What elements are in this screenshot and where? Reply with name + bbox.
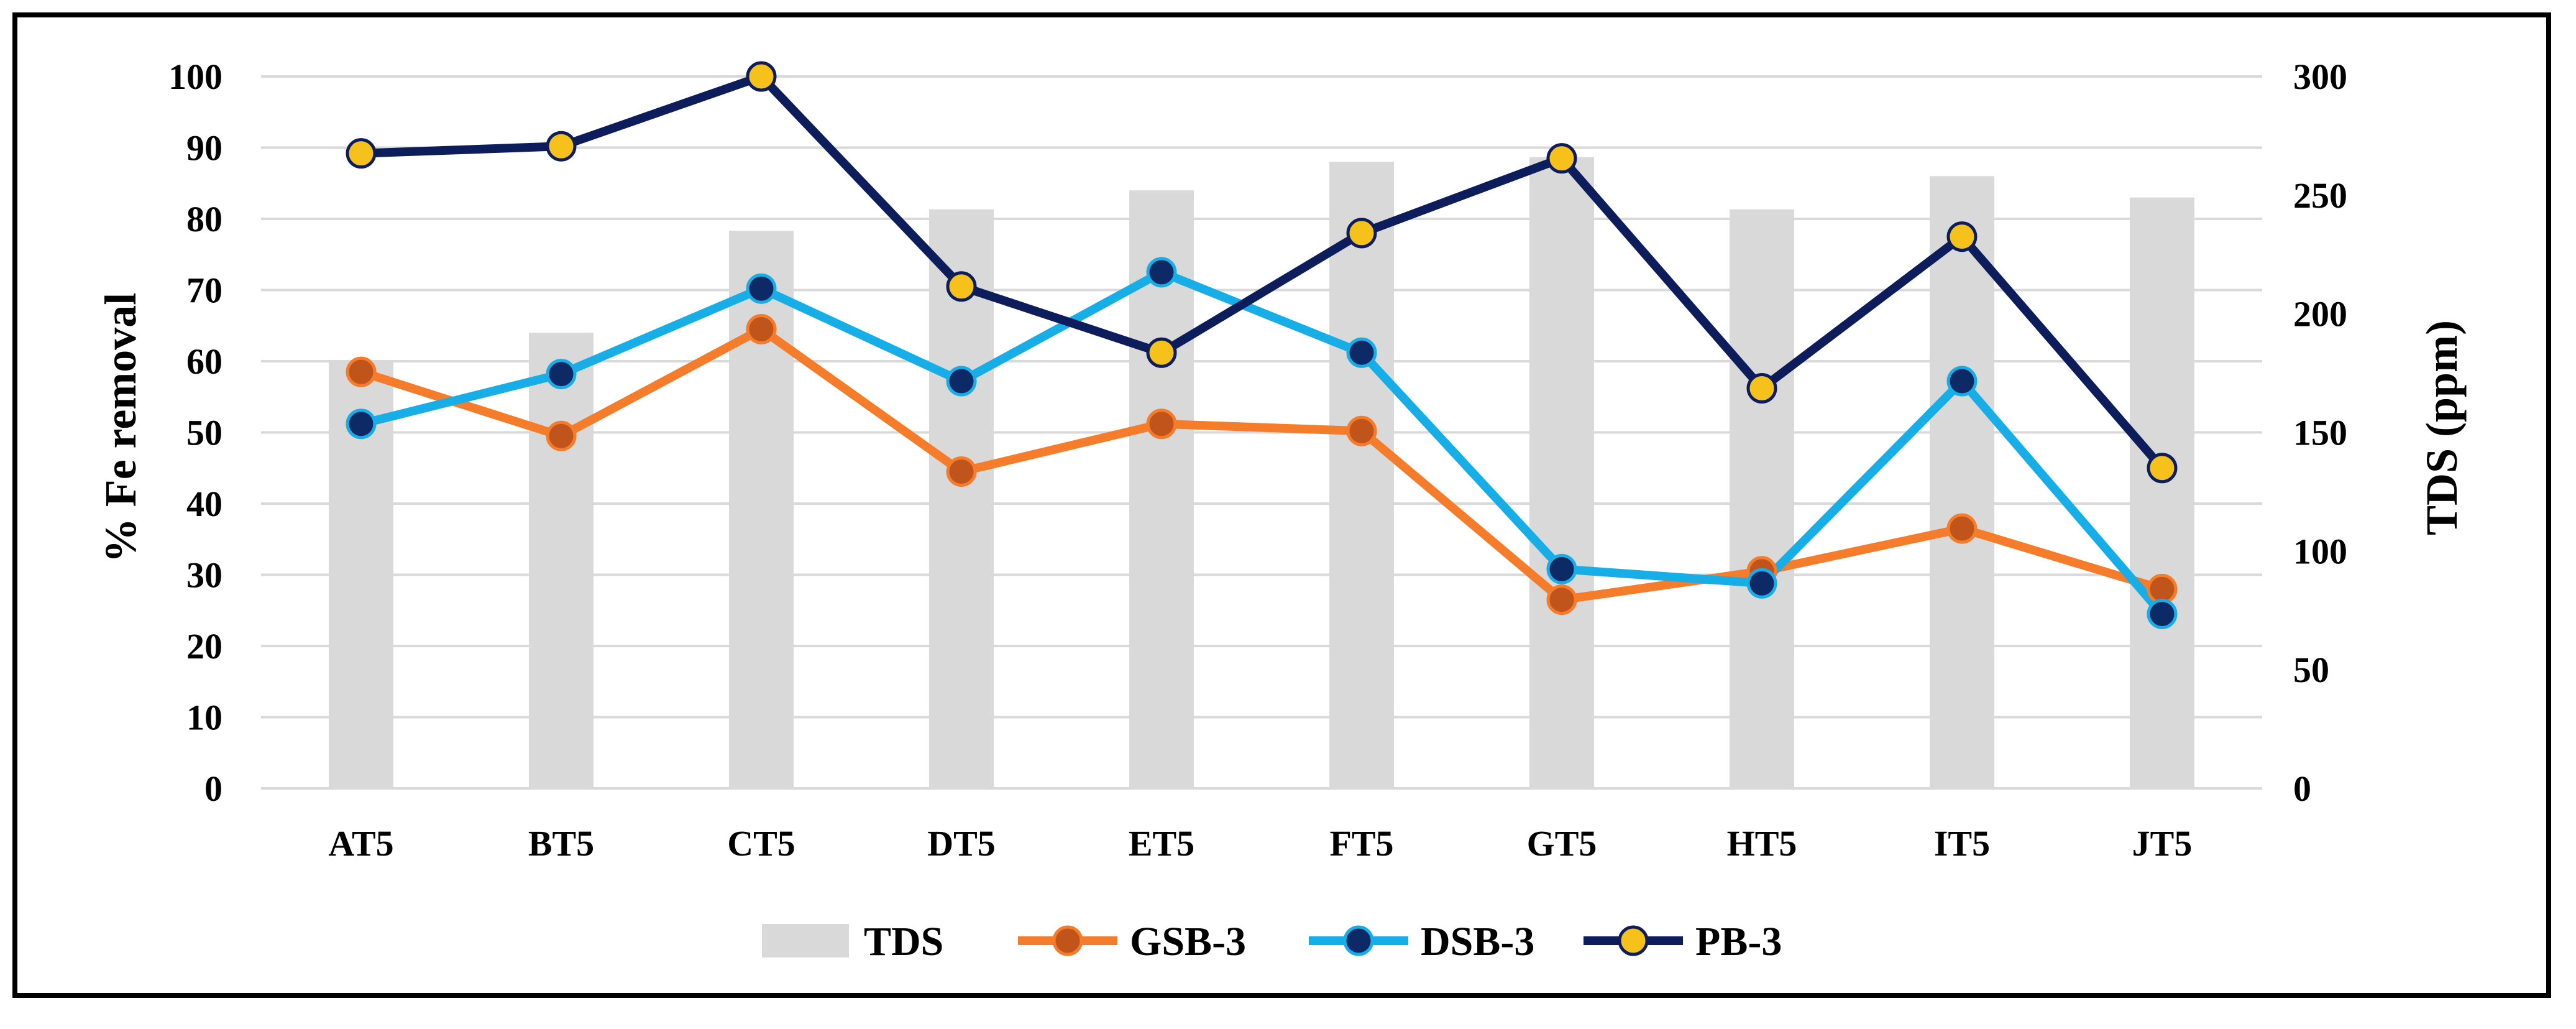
- data-point-gsb3: [1346, 415, 1377, 446]
- y-right-tick-label: 50: [2293, 650, 2329, 690]
- data-point-dsb3: [1746, 568, 1777, 599]
- y-left-tick-label: 70: [186, 270, 222, 311]
- legend-label-gsb3: GSB-3: [1130, 919, 1246, 964]
- y-left-tick-label: 30: [186, 555, 222, 596]
- legend-marker-gsb3: [1052, 925, 1083, 956]
- data-point-pb3: [1346, 218, 1377, 249]
- y-right-tick-label: 250: [2293, 175, 2347, 216]
- y-left-axis-title: % Fe removal: [96, 293, 145, 563]
- axis-layer: 0 10 20 30 40 50 60 70 80 90 100 0 50 100 150 200 250 300…: [168, 57, 2347, 864]
- tds-bar: [1930, 176, 1994, 788]
- legend-marker-dsb3: [1343, 925, 1374, 956]
- y-left-tick-label: 0: [204, 768, 222, 809]
- y-right-tick-label: 150: [2293, 413, 2347, 453]
- legend-label-dsb3: DSB-3: [1421, 919, 1534, 964]
- data-point-dsb3: [1946, 366, 1978, 397]
- data-point-gsb3: [1146, 408, 1177, 440]
- data-point-dsb3: [346, 408, 377, 440]
- tds-bar: [1529, 157, 1594, 788]
- y-left-tick-label: 100: [168, 57, 222, 97]
- legend-marker-pb3: [1618, 925, 1649, 956]
- x-tick-label: JT5: [2132, 823, 2193, 864]
- data-point-gsb3: [1546, 584, 1577, 616]
- y-left-tick-label: 50: [186, 413, 222, 453]
- tds-bar: [1129, 190, 1194, 788]
- y-left-tick-label: 90: [186, 128, 222, 168]
- x-tick-label: GT5: [1527, 823, 1597, 864]
- data-point-gsb3: [746, 313, 777, 344]
- data-point-pb3: [546, 131, 577, 162]
- data-point-dsb3: [746, 273, 777, 304]
- legend: TDS GSB-3 DSB-3 PB-3: [762, 919, 1782, 964]
- data-point-dsb3: [546, 359, 577, 390]
- data-point-dsb3: [1146, 257, 1177, 288]
- tds-bar: [1730, 209, 1794, 788]
- y-right-tick-label: 300: [2293, 57, 2347, 97]
- x-tick-label: IT5: [1934, 823, 1990, 864]
- series-line-gsb3: [357, 325, 2166, 604]
- x-tick-label: HT5: [1727, 823, 1797, 864]
- y-left-tick-label: 10: [186, 698, 222, 738]
- x-tick-label: FT5: [1329, 823, 1393, 864]
- data-point-dsb3: [946, 366, 977, 397]
- data-point-dsb3: [2147, 598, 2178, 629]
- bar-layer: [329, 157, 2194, 788]
- tds-bar: [929, 209, 994, 788]
- y-left-tick-label: 60: [186, 341, 222, 382]
- legend-label-pb3: PB-3: [1695, 919, 1782, 964]
- x-tick-label: AT5: [328, 823, 393, 864]
- x-tick-label: ET5: [1129, 823, 1194, 864]
- x-tick-label: CT5: [727, 823, 795, 864]
- y-right-axis-title: TDS (ppm): [2417, 320, 2467, 535]
- tds-bar: [1329, 162, 1394, 788]
- data-point-gsb3: [2147, 573, 2178, 604]
- legend-swatch-tds: [762, 924, 849, 957]
- data-point-pb3: [2147, 453, 2178, 484]
- data-point-pb3: [746, 61, 777, 92]
- data-point-gsb3: [1946, 513, 1978, 544]
- y-left-tick-label: 40: [186, 484, 222, 524]
- series-line-dsb3: [357, 267, 2166, 619]
- data-point-dsb3: [1546, 553, 1577, 584]
- data-point-dsb3: [1346, 337, 1377, 368]
- data-point-pb3: [346, 138, 377, 169]
- y-left-tick-label: 20: [186, 626, 222, 667]
- data-point-pb3: [1546, 143, 1577, 174]
- line-layer: [357, 72, 2166, 619]
- tds-bar: [529, 333, 594, 788]
- y-right-tick-label: 0: [2293, 768, 2311, 809]
- x-tick-label: BT5: [528, 823, 594, 864]
- series-line-pb3: [357, 72, 2166, 473]
- y-right-tick-label: 200: [2293, 294, 2347, 335]
- data-point-pb3: [1146, 337, 1177, 368]
- data-point-pb3: [946, 271, 977, 302]
- legend-label-tds: TDS: [864, 919, 943, 964]
- data-point-gsb3: [946, 456, 977, 487]
- data-point-gsb3: [546, 420, 577, 451]
- data-point-pb3: [1946, 221, 1978, 252]
- x-tick-label: DT5: [927, 823, 996, 864]
- data-point-pb3: [1746, 373, 1777, 404]
- chart-frame: 0 10 20 30 40 50 60 70 80 90 100 0 50 100 150 200 250 300…: [12, 12, 2551, 998]
- chart-svg: 0 10 20 30 40 50 60 70 80 90 100 0 50 100 150 200 250 300…: [96, 57, 2467, 964]
- data-point-gsb3: [346, 356, 377, 387]
- y-right-tick-label: 100: [2293, 531, 2347, 571]
- marker-layer: [346, 61, 2178, 629]
- y-left-tick-label: 80: [186, 199, 222, 239]
- tds-bar: [2130, 197, 2194, 788]
